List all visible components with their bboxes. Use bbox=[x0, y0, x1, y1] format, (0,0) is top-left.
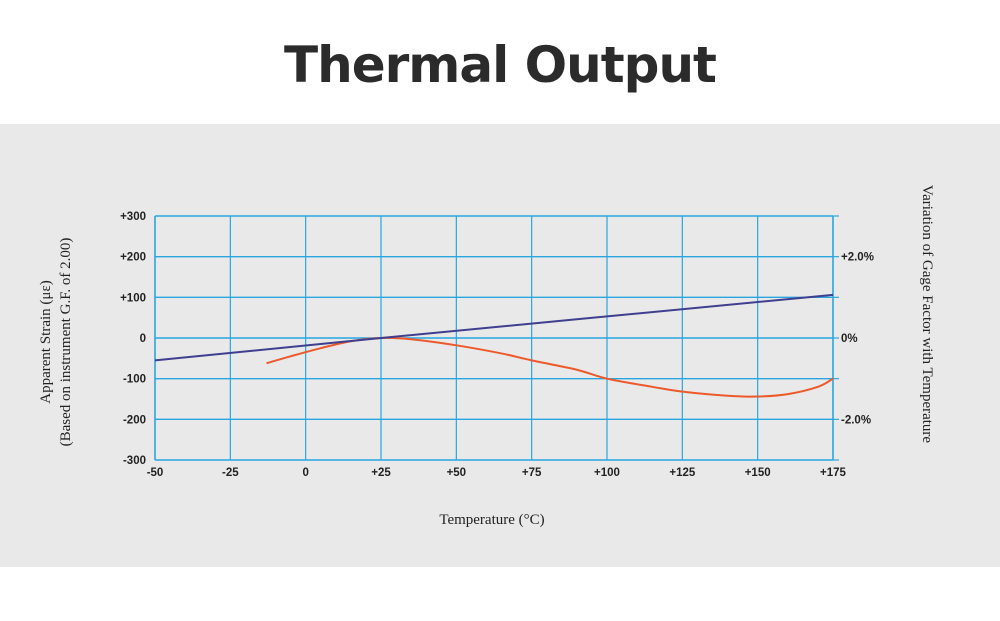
x-tick-label: +150 bbox=[745, 467, 771, 479]
x-tick-label: +50 bbox=[447, 467, 467, 479]
thermal-output-chart: -50 -25 0 +25 +50 +75 +100 +125 +150 +175 +300 +200… bbox=[38, 185, 935, 528]
x-tick-label: +175 bbox=[820, 467, 847, 479]
y-tick-label: -100 bbox=[123, 374, 146, 386]
x-tick-label: -25 bbox=[222, 467, 239, 479]
x-tick-label: +100 bbox=[594, 467, 620, 479]
y2-tick-label: -2.0% bbox=[841, 414, 871, 426]
y-tick-label: -200 bbox=[123, 414, 146, 426]
grid-layer bbox=[154, 215, 839, 461]
series-line-gage-factor bbox=[154, 293, 834, 362]
x-axis-label: Temperature (°C) bbox=[439, 512, 544, 528]
y2-axis-label: Variation of Gage Factor with Temperatur… bbox=[919, 185, 935, 444]
y-axis-label-line2: (Based on instrument G.F. of 2.00) bbox=[58, 238, 74, 447]
y-tick-label: +300 bbox=[120, 211, 146, 223]
y-axis-label-line1: Apparent Strain (με) bbox=[38, 280, 54, 403]
y-tick-label: -300 bbox=[123, 455, 146, 467]
tick-layer: -50 -25 0 +25 +50 +75 +100 +125 +150 +175 +300 +200… bbox=[120, 211, 874, 479]
chart-panel: -50 -25 0 +25 +50 +75 +100 +125 +150 +175 +300 +200… bbox=[0, 124, 1000, 567]
y-tick-label: +200 bbox=[120, 252, 146, 264]
y2-tick-label: +2.0% bbox=[841, 252, 874, 264]
x-tick-label: 0 bbox=[302, 467, 308, 479]
page-title: Thermal Output bbox=[284, 36, 717, 94]
x-tick-label: +125 bbox=[669, 467, 696, 479]
x-tick-label: -50 bbox=[147, 467, 164, 479]
x-tick-label: +75 bbox=[522, 467, 542, 479]
series-layer bbox=[154, 293, 834, 398]
y-tick-label: +100 bbox=[120, 292, 146, 304]
x-tick-label: +25 bbox=[371, 467, 391, 479]
y2-tick-label: 0% bbox=[841, 333, 858, 345]
series-line-thermal-output bbox=[266, 336, 834, 398]
y-tick-label: 0 bbox=[140, 333, 146, 345]
